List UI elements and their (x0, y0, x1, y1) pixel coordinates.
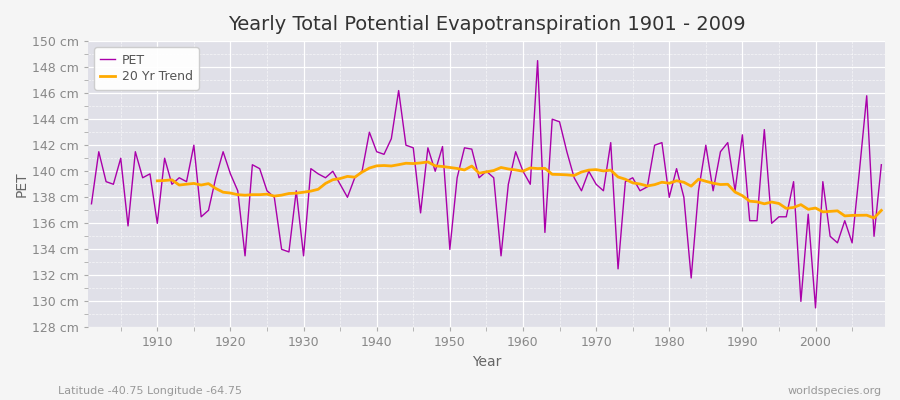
X-axis label: Year: Year (472, 355, 501, 369)
20 Yr Trend (847, 213, 858, 218)
Y-axis label: PET: PET (15, 172, 29, 197)
PET (810, 306, 821, 310)
PET (876, 162, 886, 167)
20 Yr Trend (824, 209, 835, 214)
Line: PET: PET (92, 61, 881, 308)
PET (86, 201, 97, 206)
20 Yr Trend (291, 191, 302, 196)
PET (305, 166, 316, 171)
PET (532, 58, 543, 63)
PET (518, 169, 528, 174)
20 Yr Trend (320, 181, 331, 186)
Text: Latitude -40.75 Longitude -64.75: Latitude -40.75 Longitude -64.75 (58, 386, 242, 396)
20 Yr Trend (876, 208, 886, 213)
PET (145, 172, 156, 176)
PET (613, 266, 624, 271)
20 Yr Trend (422, 160, 433, 164)
20 Yr Trend (590, 167, 601, 172)
20 Yr Trend (532, 166, 543, 171)
Line: 20 Yr Trend: 20 Yr Trend (158, 162, 881, 218)
Legend: PET, 20 Yr Trend: PET, 20 Yr Trend (94, 47, 199, 90)
Title: Yearly Total Potential Evapotranspiration 1901 - 2009: Yearly Total Potential Evapotranspiratio… (228, 15, 745, 34)
Text: worldspecies.org: worldspecies.org (788, 386, 882, 396)
20 Yr Trend (868, 216, 879, 220)
PET (349, 175, 360, 180)
20 Yr Trend (152, 178, 163, 183)
PET (510, 149, 521, 154)
